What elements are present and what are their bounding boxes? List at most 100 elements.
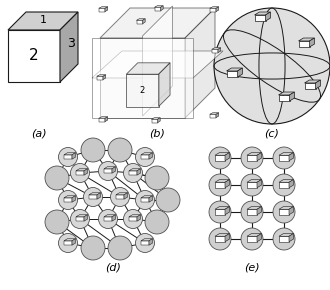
Polygon shape (247, 182, 257, 188)
Text: 1: 1 (40, 15, 47, 25)
Polygon shape (247, 206, 261, 209)
Polygon shape (137, 20, 143, 24)
Circle shape (58, 233, 78, 253)
Circle shape (241, 201, 263, 223)
Polygon shape (154, 6, 163, 7)
Text: 2: 2 (29, 48, 39, 64)
Polygon shape (279, 206, 293, 209)
Circle shape (209, 147, 231, 169)
Polygon shape (97, 193, 101, 199)
Circle shape (58, 148, 78, 166)
Circle shape (241, 174, 263, 196)
Polygon shape (141, 198, 149, 202)
Polygon shape (225, 153, 229, 161)
Polygon shape (279, 233, 293, 236)
Polygon shape (279, 209, 289, 215)
Polygon shape (84, 215, 87, 221)
Polygon shape (126, 74, 159, 106)
Polygon shape (126, 63, 170, 74)
Polygon shape (216, 7, 219, 12)
Circle shape (145, 166, 169, 190)
Polygon shape (210, 8, 216, 12)
Polygon shape (76, 217, 84, 221)
Circle shape (45, 166, 69, 190)
Polygon shape (157, 118, 160, 123)
Polygon shape (254, 15, 266, 21)
Polygon shape (215, 153, 229, 155)
Polygon shape (289, 153, 293, 161)
Polygon shape (210, 7, 219, 8)
Circle shape (209, 201, 231, 223)
Polygon shape (151, 118, 160, 119)
Polygon shape (215, 206, 229, 209)
Polygon shape (64, 239, 76, 241)
Polygon shape (215, 236, 225, 242)
Polygon shape (279, 182, 289, 188)
Polygon shape (215, 155, 225, 161)
Polygon shape (64, 196, 76, 198)
Polygon shape (8, 12, 78, 30)
Polygon shape (103, 75, 106, 80)
Polygon shape (60, 12, 78, 82)
Polygon shape (289, 180, 293, 188)
Polygon shape (76, 171, 84, 175)
Polygon shape (72, 196, 76, 202)
Circle shape (98, 209, 117, 229)
Circle shape (123, 164, 143, 182)
Text: (e): (e) (244, 263, 260, 273)
Polygon shape (105, 117, 108, 122)
Polygon shape (76, 169, 87, 171)
Polygon shape (129, 169, 141, 171)
Polygon shape (64, 155, 72, 159)
Polygon shape (137, 19, 145, 20)
Circle shape (273, 201, 295, 223)
Polygon shape (124, 193, 128, 199)
Polygon shape (310, 38, 314, 47)
Polygon shape (225, 206, 229, 215)
Circle shape (111, 188, 129, 206)
Polygon shape (247, 180, 261, 182)
Circle shape (71, 209, 89, 229)
Polygon shape (149, 239, 152, 245)
Polygon shape (72, 239, 76, 245)
Polygon shape (129, 217, 137, 221)
Polygon shape (143, 6, 173, 116)
Circle shape (81, 138, 105, 162)
Polygon shape (137, 215, 141, 221)
Polygon shape (299, 41, 310, 47)
Polygon shape (116, 193, 128, 195)
Polygon shape (215, 209, 225, 215)
Polygon shape (160, 6, 163, 11)
Circle shape (241, 228, 263, 250)
Text: 3: 3 (67, 37, 75, 50)
Polygon shape (99, 118, 105, 122)
Polygon shape (141, 241, 149, 245)
Circle shape (156, 188, 180, 212)
Circle shape (83, 188, 103, 206)
Circle shape (273, 228, 295, 250)
Polygon shape (143, 19, 145, 24)
Polygon shape (257, 180, 261, 188)
Polygon shape (72, 153, 76, 159)
Polygon shape (99, 7, 108, 8)
Polygon shape (289, 92, 294, 101)
Polygon shape (129, 171, 137, 175)
Polygon shape (279, 92, 294, 95)
Circle shape (136, 148, 154, 166)
Polygon shape (89, 193, 101, 195)
Polygon shape (215, 182, 225, 188)
Polygon shape (247, 153, 261, 155)
Polygon shape (279, 236, 289, 242)
Polygon shape (154, 7, 160, 11)
Polygon shape (100, 8, 215, 38)
Polygon shape (141, 155, 149, 159)
Polygon shape (116, 195, 124, 199)
Polygon shape (289, 206, 293, 215)
Polygon shape (210, 113, 219, 114)
Circle shape (71, 164, 89, 182)
Polygon shape (151, 119, 157, 123)
Polygon shape (64, 153, 76, 155)
Polygon shape (89, 195, 97, 199)
Text: (b): (b) (149, 128, 165, 138)
Polygon shape (97, 75, 106, 76)
